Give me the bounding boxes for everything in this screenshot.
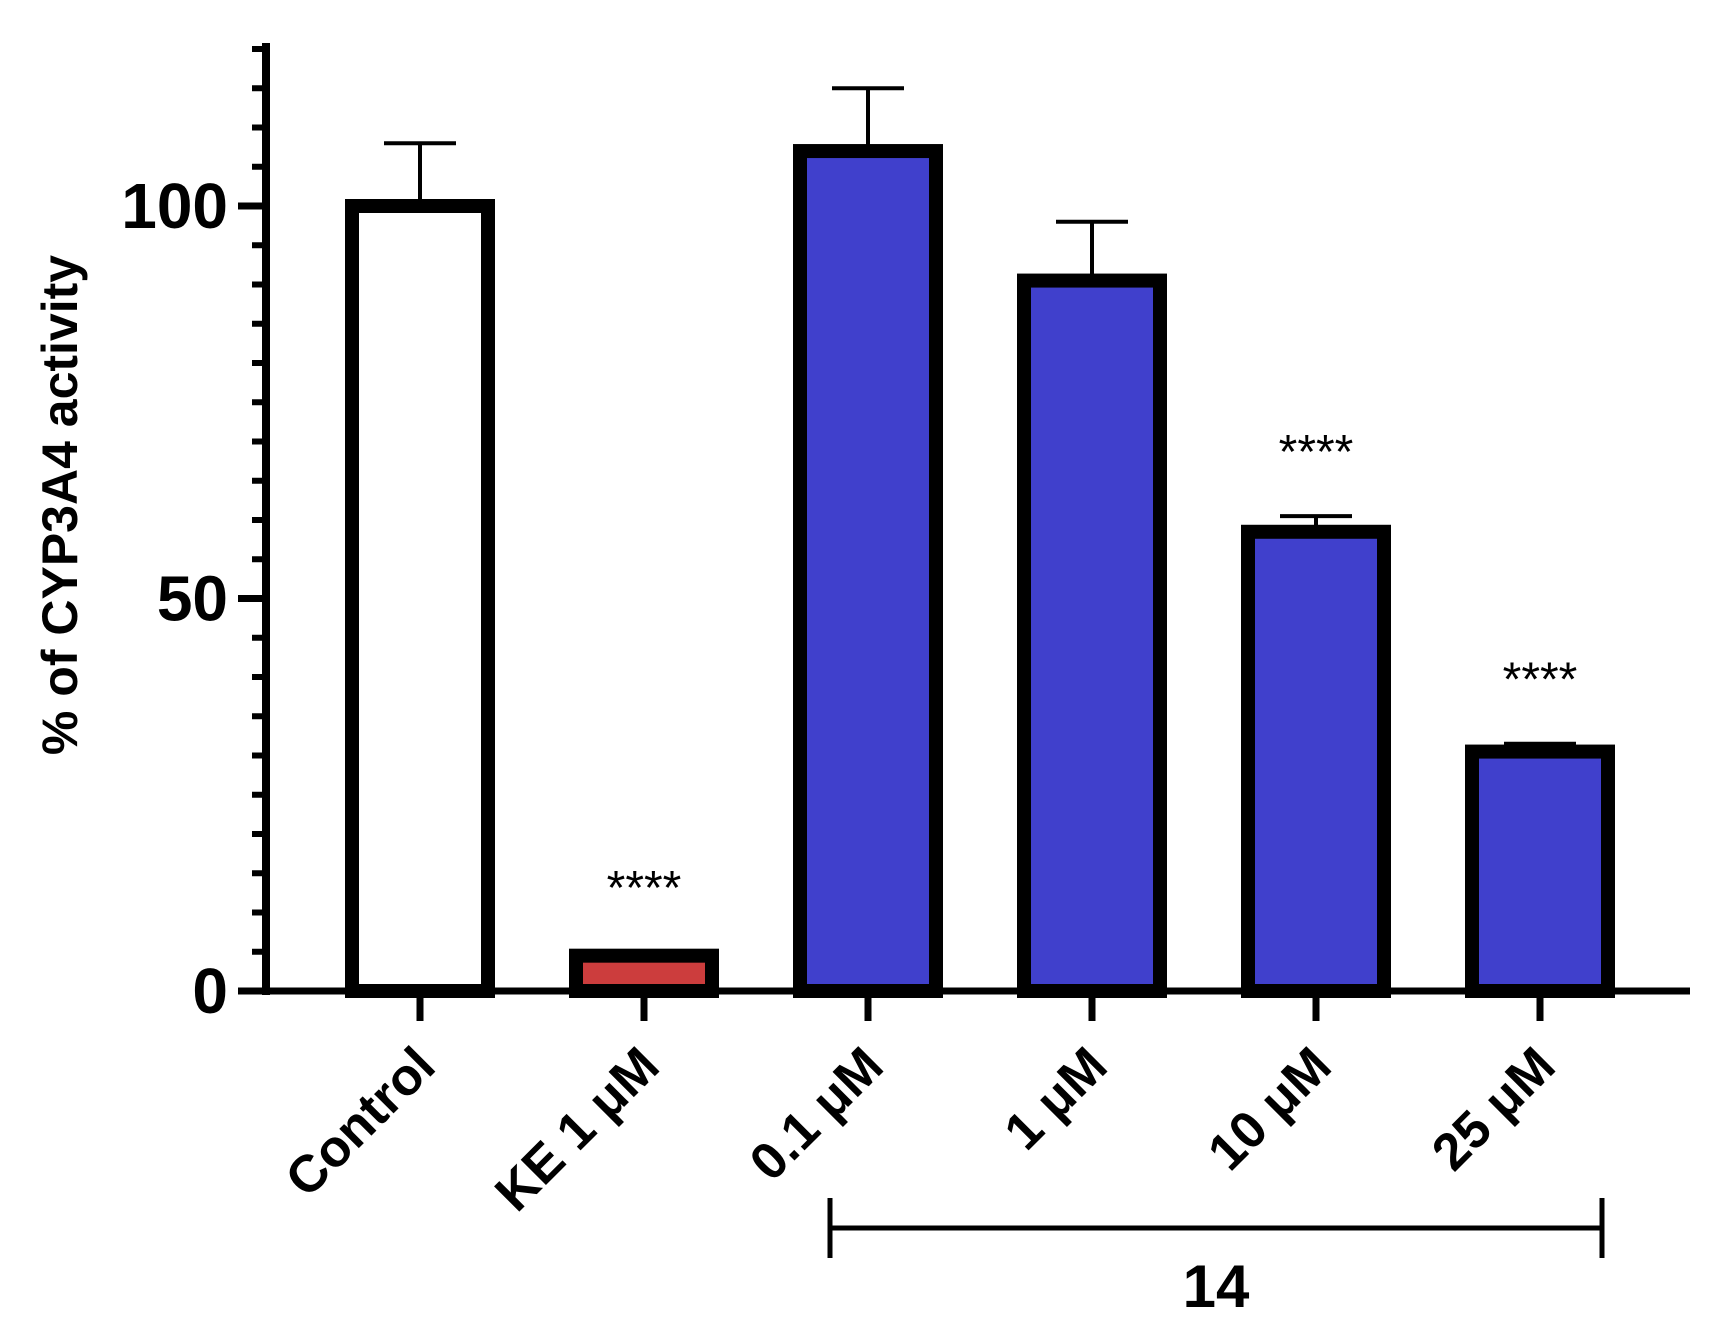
significance-marker: **** xyxy=(1279,426,1354,479)
x-tick-label: 0.1 μM xyxy=(739,1036,894,1191)
group-label: 14 xyxy=(1183,1253,1250,1320)
bar-2 xyxy=(793,144,943,999)
axes xyxy=(238,43,1690,1258)
x-tick-label: Control xyxy=(275,1036,447,1208)
bar-0 xyxy=(345,199,495,998)
y-tick-label: 0 xyxy=(192,955,228,1027)
y-tick-label: 100 xyxy=(121,170,228,242)
y-axis-ticks: 0 50 100 xyxy=(121,46,266,1027)
x-tick-label: KE 1 μM xyxy=(484,1036,670,1222)
bar-4 xyxy=(1241,524,1391,999)
bar-3 xyxy=(1017,273,1167,998)
bar-5 xyxy=(1465,744,1615,999)
significance-marker: **** xyxy=(607,862,682,915)
significance-marker: **** xyxy=(1503,654,1578,707)
x-tick-label: 1 μM xyxy=(994,1036,1119,1161)
y-axis-title: % of CYP3A4 activity xyxy=(32,255,88,755)
x-tick-label: 10 μM xyxy=(1197,1036,1342,1181)
bar-1 xyxy=(569,948,719,998)
y-tick-label: 50 xyxy=(157,563,228,635)
x-tick-label: 25 μM xyxy=(1421,1036,1566,1181)
bars xyxy=(345,86,1615,999)
